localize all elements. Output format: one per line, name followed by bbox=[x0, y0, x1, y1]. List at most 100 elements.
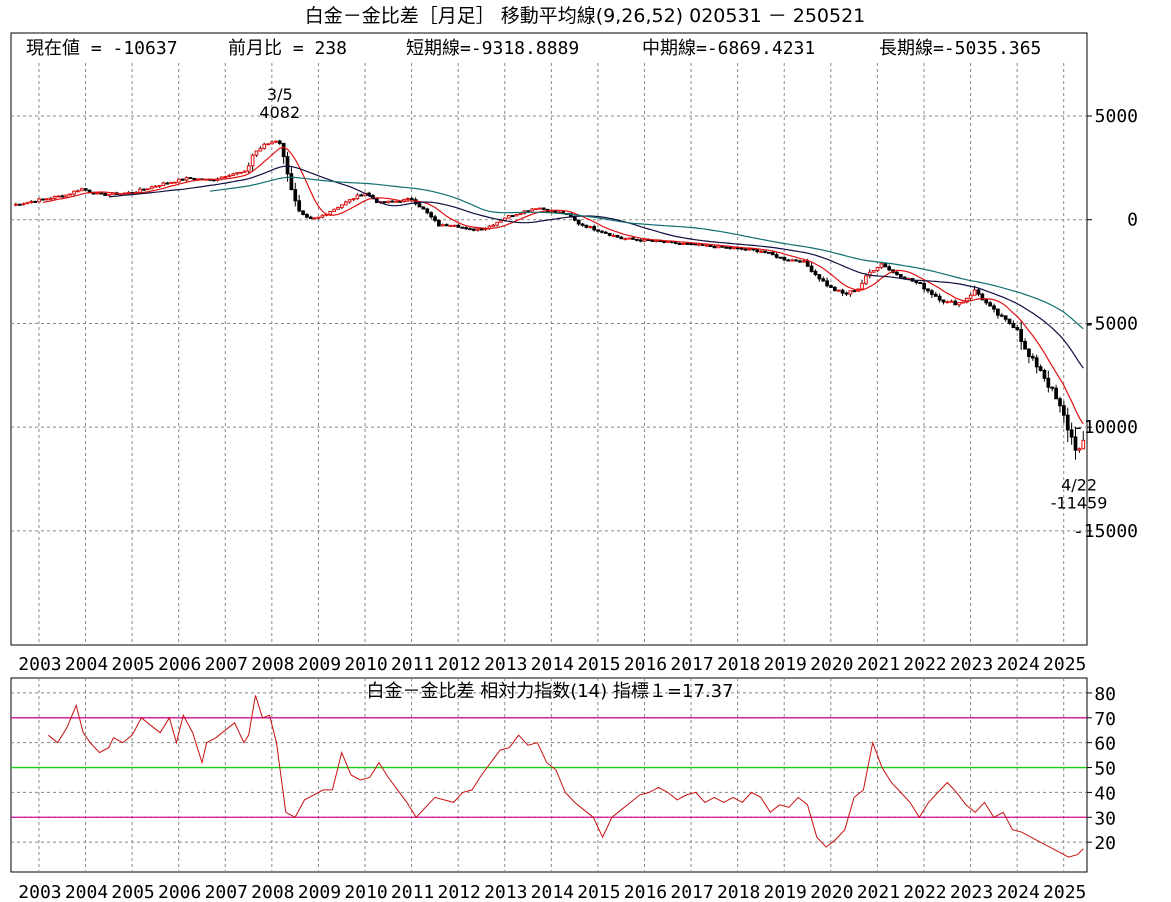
candle-down bbox=[1054, 387, 1058, 400]
candle-up bbox=[506, 215, 511, 219]
rsi-x-tick-label: 2004 bbox=[65, 882, 108, 902]
candle-up bbox=[611, 234, 616, 237]
candle-up bbox=[13, 203, 18, 206]
candle-down bbox=[572, 216, 577, 221]
candle-down bbox=[289, 173, 294, 191]
candle-up bbox=[76, 190, 80, 193]
candle-down bbox=[996, 308, 1000, 316]
candle-down bbox=[165, 182, 170, 185]
candle-up bbox=[328, 211, 333, 215]
rsi-x-axis: 2003 2004 2005 2006 2007 2008 2009 2010 2011 2012… bbox=[18, 882, 1086, 902]
candle-up bbox=[320, 214, 325, 218]
candle-down bbox=[83, 188, 88, 191]
candle-down bbox=[898, 274, 903, 278]
candle-up bbox=[864, 275, 868, 284]
candle-down bbox=[840, 289, 845, 294]
candle-down bbox=[1023, 340, 1027, 350]
candle-down bbox=[922, 282, 926, 290]
candle-up bbox=[347, 199, 352, 203]
rsi-series-line bbox=[47, 695, 1084, 858]
candle-down bbox=[596, 229, 600, 232]
rsi-reference-lines bbox=[11, 717, 1087, 818]
candle-down bbox=[41, 198, 45, 201]
candle-down bbox=[285, 156, 290, 175]
candle-up bbox=[964, 297, 969, 303]
candle-down bbox=[526, 210, 531, 213]
rsi-x-tick-label: 2010 bbox=[344, 882, 387, 902]
candle-down bbox=[631, 237, 635, 240]
rsi-x-tick-label: 2007 bbox=[205, 882, 248, 902]
candle-up bbox=[72, 190, 76, 195]
candle-up bbox=[495, 221, 499, 226]
candle-down bbox=[817, 274, 822, 280]
candle-down bbox=[510, 215, 515, 218]
candle-up bbox=[235, 172, 239, 175]
rsi-y-tick-label: 40 bbox=[1094, 783, 1116, 804]
main-x-tick-label: 2018 bbox=[717, 654, 760, 675]
candle-up bbox=[157, 184, 162, 187]
candle-up bbox=[949, 300, 954, 303]
rsi-x-tick-label: 2003 bbox=[18, 882, 61, 902]
candle-up bbox=[258, 147, 263, 152]
candle-down bbox=[724, 246, 729, 249]
candle-up bbox=[262, 143, 267, 149]
candle-up bbox=[747, 248, 752, 251]
info-bar-background bbox=[12, 34, 1086, 60]
candle-up bbox=[56, 195, 61, 198]
candle-down bbox=[1062, 405, 1066, 416]
candle-down bbox=[277, 140, 282, 144]
candle-down bbox=[541, 207, 546, 210]
main-x-tick-label: 2007 bbox=[205, 654, 248, 675]
candle-up bbox=[588, 226, 593, 229]
main-x-tick-label: 2006 bbox=[158, 654, 201, 675]
candle-down bbox=[693, 243, 697, 246]
candle-down bbox=[1034, 357, 1039, 368]
main-x-tick-label: 2003 bbox=[18, 654, 61, 675]
main-x-tick-label: 2005 bbox=[111, 654, 154, 675]
candle-up bbox=[972, 289, 977, 296]
candle-down bbox=[937, 295, 942, 301]
candle-down bbox=[1065, 414, 1070, 431]
rsi-x-tick-label: 2006 bbox=[158, 882, 201, 902]
rsi-x-tick-label: 2016 bbox=[624, 882, 667, 902]
candle-down bbox=[417, 203, 422, 208]
candle-down bbox=[953, 300, 958, 306]
rsi-x-tick-label: 2020 bbox=[810, 882, 853, 902]
candle-down bbox=[794, 259, 798, 262]
candle-up bbox=[95, 192, 100, 195]
rsi-x-tick-label: 2018 bbox=[717, 882, 760, 902]
candle-up bbox=[697, 243, 701, 246]
candle-down bbox=[635, 238, 639, 241]
main-chart-title: 白金－金比差［月足］ 移動平均線(9,26,52) 020531 － 25052… bbox=[305, 5, 866, 27]
candle-up bbox=[514, 214, 519, 217]
ma-line-26 bbox=[108, 165, 1084, 369]
candle-up bbox=[246, 165, 251, 172]
candles bbox=[13, 139, 1086, 460]
rsi-x-tick-label: 2008 bbox=[251, 882, 294, 902]
candle-down bbox=[778, 256, 783, 259]
candle-up bbox=[386, 200, 391, 204]
candle-up bbox=[530, 208, 534, 212]
candle-down bbox=[60, 195, 65, 198]
candle-down bbox=[580, 223, 585, 226]
candle-up bbox=[45, 198, 49, 201]
candle-down bbox=[600, 230, 604, 233]
candle-down bbox=[1050, 386, 1055, 389]
main-x-tick-label: 2017 bbox=[670, 654, 713, 675]
candle-down bbox=[809, 265, 814, 272]
rsi-x-tick-label: 2011 bbox=[391, 882, 434, 902]
candle-down bbox=[895, 271, 899, 276]
candle-down bbox=[1046, 377, 1051, 388]
rsi-title: 白金－金比差 相対力指数(14) 指標１=17.37 bbox=[366, 681, 733, 702]
rsi-x-tick-label: 2019 bbox=[764, 882, 807, 902]
candle-down bbox=[456, 224, 461, 228]
candle-down bbox=[984, 299, 989, 304]
candle-down bbox=[437, 219, 441, 227]
candle-up bbox=[1077, 448, 1082, 451]
candle-up bbox=[642, 238, 647, 242]
candle-up bbox=[266, 143, 270, 146]
candle-up bbox=[37, 198, 41, 203]
candle-down bbox=[708, 244, 713, 247]
candle-down bbox=[592, 226, 597, 231]
